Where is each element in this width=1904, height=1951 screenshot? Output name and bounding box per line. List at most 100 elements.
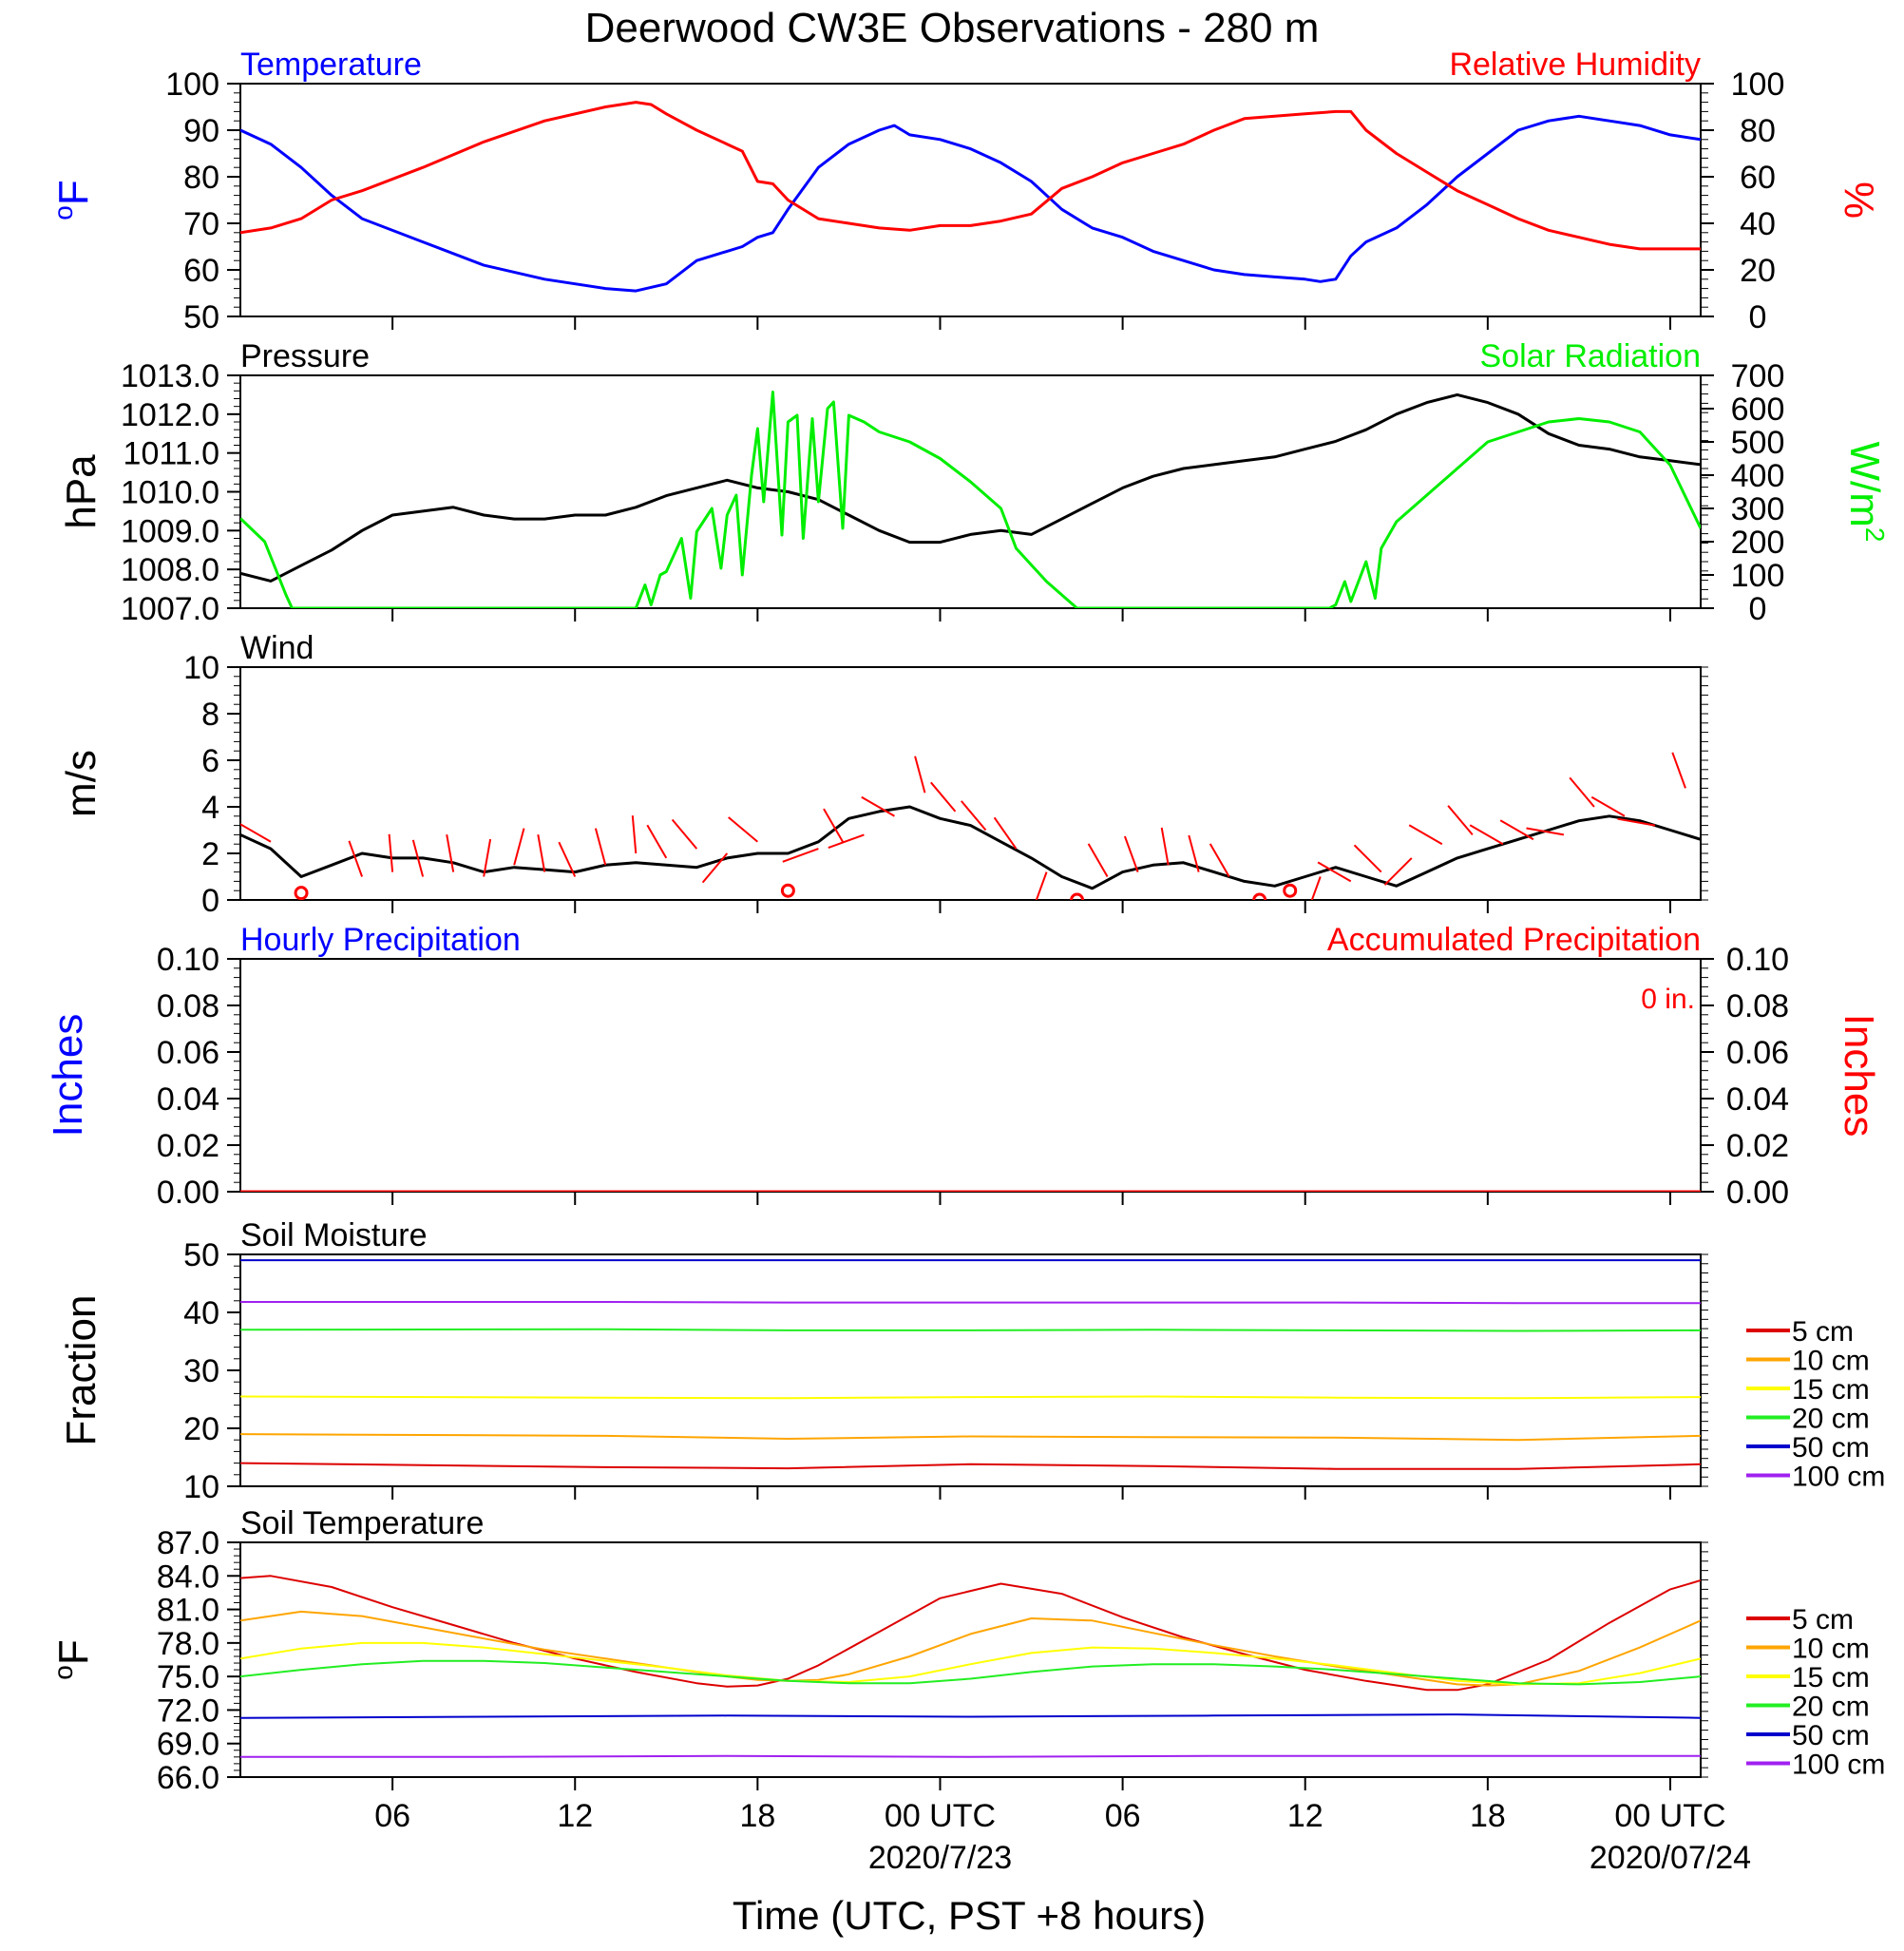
wind-barb-calm [1283, 883, 1298, 898]
y-tick-label-right: 300 [1731, 491, 1785, 527]
y-tick-label-right: 40 [1740, 206, 1776, 242]
legend-entry: 15 cm [1792, 1662, 1870, 1693]
panel-frame [239, 83, 1702, 317]
wind-barb [961, 800, 987, 832]
panel-title-left: Temperature [240, 47, 422, 83]
y-tick-label-right: 20 [1740, 253, 1776, 289]
legend-entry: 15 cm [1792, 1374, 1870, 1406]
series-line-5-cm [240, 1462, 1701, 1470]
wind-barb [446, 834, 455, 872]
legend-entry: 10 cm [1792, 1634, 1870, 1665]
wind-barb [388, 833, 394, 872]
y-tick-label-left: 1012.0 [121, 397, 219, 433]
panel-title-left: Wind [240, 630, 314, 666]
y-tick-label-left: 1008.0 [121, 552, 219, 588]
wind-barb [1087, 843, 1109, 878]
y-tick-label-right: 400 [1731, 458, 1785, 494]
panel-title-right: Relative Humidity [1449, 47, 1701, 83]
y-tick-label-left: 1011.0 [124, 436, 219, 472]
x-tick-label: 06 [374, 1798, 410, 1834]
wind-barb [1383, 857, 1413, 886]
series-group [240, 1259, 1701, 1470]
x-tick-label: 00 UTC [1614, 1798, 1725, 1834]
y-tick-label-left: 60 [183, 253, 219, 289]
wind-barb [861, 795, 895, 817]
legend-entry: 10 cm [1792, 1346, 1870, 1377]
wind-barb [1469, 824, 1504, 846]
wind-barb [1035, 871, 1048, 900]
y-tick-label-left: 40 [183, 1295, 219, 1331]
y-tick-label-right: 0 [1749, 299, 1767, 335]
wind-barb [671, 818, 698, 850]
y-tick-label-right: 0.10 [1726, 942, 1789, 978]
y-tick-label-left: 30 [183, 1353, 219, 1389]
y-tick-label-right: 0.00 [1726, 1175, 1789, 1211]
panel-frame [239, 1253, 1702, 1487]
wind-barb [701, 852, 729, 884]
x-tick-label: 00 UTC [885, 1798, 996, 1834]
y-tick-label-left: 1009.0 [121, 513, 219, 549]
x-tick-label: 18 [1470, 1798, 1506, 1834]
wind-barb-calm [294, 886, 309, 900]
legend-entry: 20 cm [1792, 1692, 1870, 1723]
x-tick-label: 12 [557, 1798, 593, 1834]
panel-2: 0 2 4 6 8 10 Wind m/s [58, 630, 1708, 919]
y-tick-label-left: 75.0 [157, 1659, 219, 1695]
series-line-wind [240, 805, 1701, 890]
legend-entry: 100 cm [1792, 1462, 1885, 1493]
y-axis-label-right: Inches [1836, 1014, 1882, 1138]
y-tick-label-left: 10 [183, 1469, 219, 1505]
y-tick-label-left: 78.0 [157, 1626, 219, 1662]
y-tick-label-right: 600 [1731, 392, 1785, 428]
x-tick-label: 18 [739, 1798, 775, 1834]
wind-barb [1310, 876, 1322, 900]
panel-title-left: Pressure [240, 338, 370, 374]
panel-title-left: Hourly Precipitation [240, 922, 521, 958]
wind-barb [631, 815, 638, 854]
wind-barb [782, 848, 819, 863]
y-tick-label-right: 0.08 [1726, 988, 1789, 1024]
wind-barb [728, 816, 758, 843]
panel-5: 66.069.072.075.078.081.084.087.0 Soil Tem… [48, 1505, 1885, 1796]
wind-barb [1160, 827, 1170, 866]
panel-title-left: Soil Moisture [240, 1217, 428, 1253]
legend-entry: 100 cm [1792, 1750, 1885, 1781]
series-line-temperature [240, 114, 1701, 293]
panel-0: 50 60 70 80 90 100 0 20 40 60 80 100 Temperature Rela… [48, 47, 1882, 335]
panel-1: 1007.01008.01009.01010.01011.01012.01013… [58, 338, 1890, 627]
y-axis-label-left: oF [48, 180, 97, 220]
wind-barb [993, 816, 1018, 850]
wind-barb [1590, 795, 1626, 817]
y-tick-label-right: 0 [1749, 591, 1767, 627]
series-group [240, 805, 1701, 890]
wind-barb [823, 808, 844, 843]
legend-entry: 5 cm [1792, 1316, 1854, 1348]
y-tick-label-left: 50 [183, 1237, 219, 1273]
figure-title: Deerwood CW3E Observations - 280 m [585, 5, 1320, 51]
panel-annotation: 0 in. [1641, 984, 1695, 1015]
y-tick-label-left: 90 [183, 113, 219, 149]
series-line-20-cm [240, 1659, 1701, 1686]
wind-barb [1123, 835, 1139, 872]
legend-entry: 50 cm [1792, 1720, 1870, 1751]
wind-barb [348, 840, 364, 877]
series-line-100-cm [240, 1754, 1701, 1758]
y-tick-label-left: 10 [183, 650, 219, 686]
wind-barb [594, 828, 607, 866]
series-line-50-cm [240, 1713, 1701, 1719]
y-tick-label-right: 100 [1731, 558, 1785, 594]
y-tick-label-left: 69.0 [157, 1727, 219, 1763]
y-tick-label-right: 0.06 [1726, 1035, 1789, 1071]
wind-barb [537, 834, 546, 872]
y-tick-label-right: 60 [1740, 160, 1776, 196]
series-line-15-cm [240, 1395, 1701, 1400]
wind-barb [513, 828, 525, 866]
y-tick-label-right: 80 [1740, 113, 1776, 149]
y-tick-label-left: 20 [183, 1411, 219, 1447]
wind-barb-calm [1252, 892, 1267, 900]
panel-3: 0.00 0.02 0.04 0.06 0.08 0.10 0.00 0.02 0.04 0.06… [45, 922, 1882, 1211]
